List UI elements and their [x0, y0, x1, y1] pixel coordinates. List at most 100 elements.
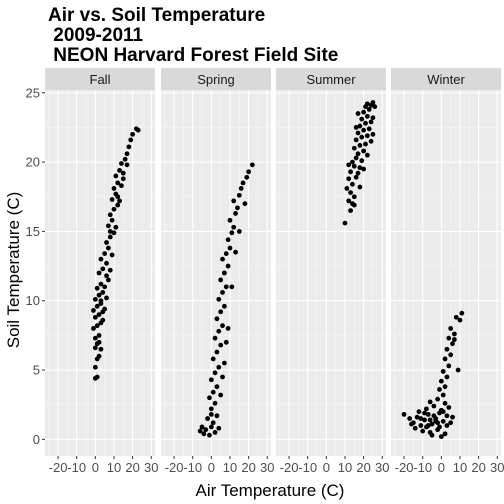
data-point: [115, 202, 121, 208]
y-tick-label: 5: [33, 363, 40, 378]
data-point: [450, 341, 455, 347]
data-point: [210, 356, 216, 362]
data-point: [107, 229, 113, 234]
data-point: [107, 267, 113, 273]
data-point: [412, 425, 418, 431]
data-point: [111, 230, 117, 236]
data-point: [240, 180, 246, 186]
x-tick-label: 10: [338, 460, 352, 475]
data-point: [91, 326, 96, 331]
data-point: [437, 387, 442, 392]
data-point: [231, 198, 237, 204]
data-point: [442, 400, 448, 406]
data-point: [128, 137, 134, 143]
panel-background: [276, 90, 386, 456]
data-point: [98, 298, 104, 304]
data-point: [92, 296, 98, 302]
data-point: [361, 109, 367, 115]
facet-strip: [391, 68, 501, 90]
data-point: [448, 420, 454, 426]
data-point: [113, 224, 119, 230]
x-tick-label: 10: [107, 460, 121, 475]
data-point: [98, 346, 104, 352]
data-point: [357, 123, 363, 129]
data-point: [350, 181, 355, 187]
data-point: [422, 410, 427, 416]
x-tick-label: -10: [67, 460, 86, 475]
data-point: [414, 414, 420, 420]
facet-strip: [161, 68, 271, 90]
data-point: [104, 295, 109, 301]
x-tick-label: -10: [298, 460, 317, 475]
data-point: [96, 353, 102, 359]
data-point: [208, 406, 214, 412]
facet-strip: [276, 68, 386, 90]
data-point: [218, 309, 224, 315]
data-point: [231, 224, 237, 230]
data-point: [220, 290, 225, 295]
y-tick-label: 10: [26, 293, 40, 308]
y-tick-label: 25: [26, 85, 40, 100]
data-point: [359, 158, 365, 164]
data-point: [218, 392, 224, 398]
data-point: [348, 190, 353, 195]
data-point: [353, 125, 359, 130]
data-point: [221, 303, 227, 309]
data-point: [210, 389, 216, 395]
data-point: [418, 416, 424, 421]
facet-strip-label: Winter: [427, 72, 465, 87]
data-point: [351, 145, 357, 151]
x-tick-label: -20: [165, 460, 184, 475]
data-point: [236, 192, 242, 198]
data-point: [94, 323, 100, 329]
data-point: [126, 144, 132, 150]
data-point: [199, 424, 205, 430]
data-point: [453, 314, 459, 320]
facet-strip: [45, 68, 155, 90]
data-point: [368, 119, 374, 125]
data-point: [229, 230, 235, 236]
x-tick-label: 30: [144, 460, 158, 475]
data-point: [100, 309, 106, 315]
data-point: [361, 127, 367, 133]
data-point: [238, 186, 244, 191]
data-point: [407, 416, 413, 421]
data-point: [124, 151, 130, 157]
data-point: [223, 284, 229, 290]
data-point: [119, 161, 124, 166]
x-tick-label: -20: [280, 460, 299, 475]
data-point: [366, 107, 372, 112]
data-point: [210, 420, 216, 426]
x-tick-label: 20: [125, 460, 139, 475]
data-point: [357, 184, 363, 190]
data-point: [218, 277, 224, 283]
data-point: [104, 260, 109, 266]
data-point: [214, 316, 220, 322]
data-point: [448, 352, 454, 358]
data-point: [422, 417, 427, 423]
data-point: [218, 342, 224, 348]
x-tick-label: -10: [413, 460, 432, 475]
data-point: [208, 377, 214, 383]
y-axis-title: Soil Temperature (C): [4, 192, 23, 349]
x-tick-label: 0: [438, 460, 445, 475]
data-point: [361, 166, 367, 172]
data-point: [107, 234, 113, 240]
x-tick-label: 10: [453, 460, 467, 475]
data-point: [94, 374, 100, 380]
data-point: [100, 290, 106, 295]
data-point: [229, 284, 235, 290]
data-point: [109, 252, 115, 258]
x-tick-label: 30: [375, 460, 389, 475]
data-point: [363, 120, 368, 126]
data-point: [438, 378, 444, 384]
data-point: [220, 256, 225, 262]
data-point: [92, 364, 98, 370]
x-tick-label: 0: [92, 460, 99, 475]
data-point: [236, 229, 242, 234]
data-point: [111, 206, 117, 212]
data-point: [207, 395, 212, 401]
x-tick-label: 20: [471, 460, 485, 475]
data-point: [370, 100, 376, 105]
data-point: [120, 176, 126, 182]
